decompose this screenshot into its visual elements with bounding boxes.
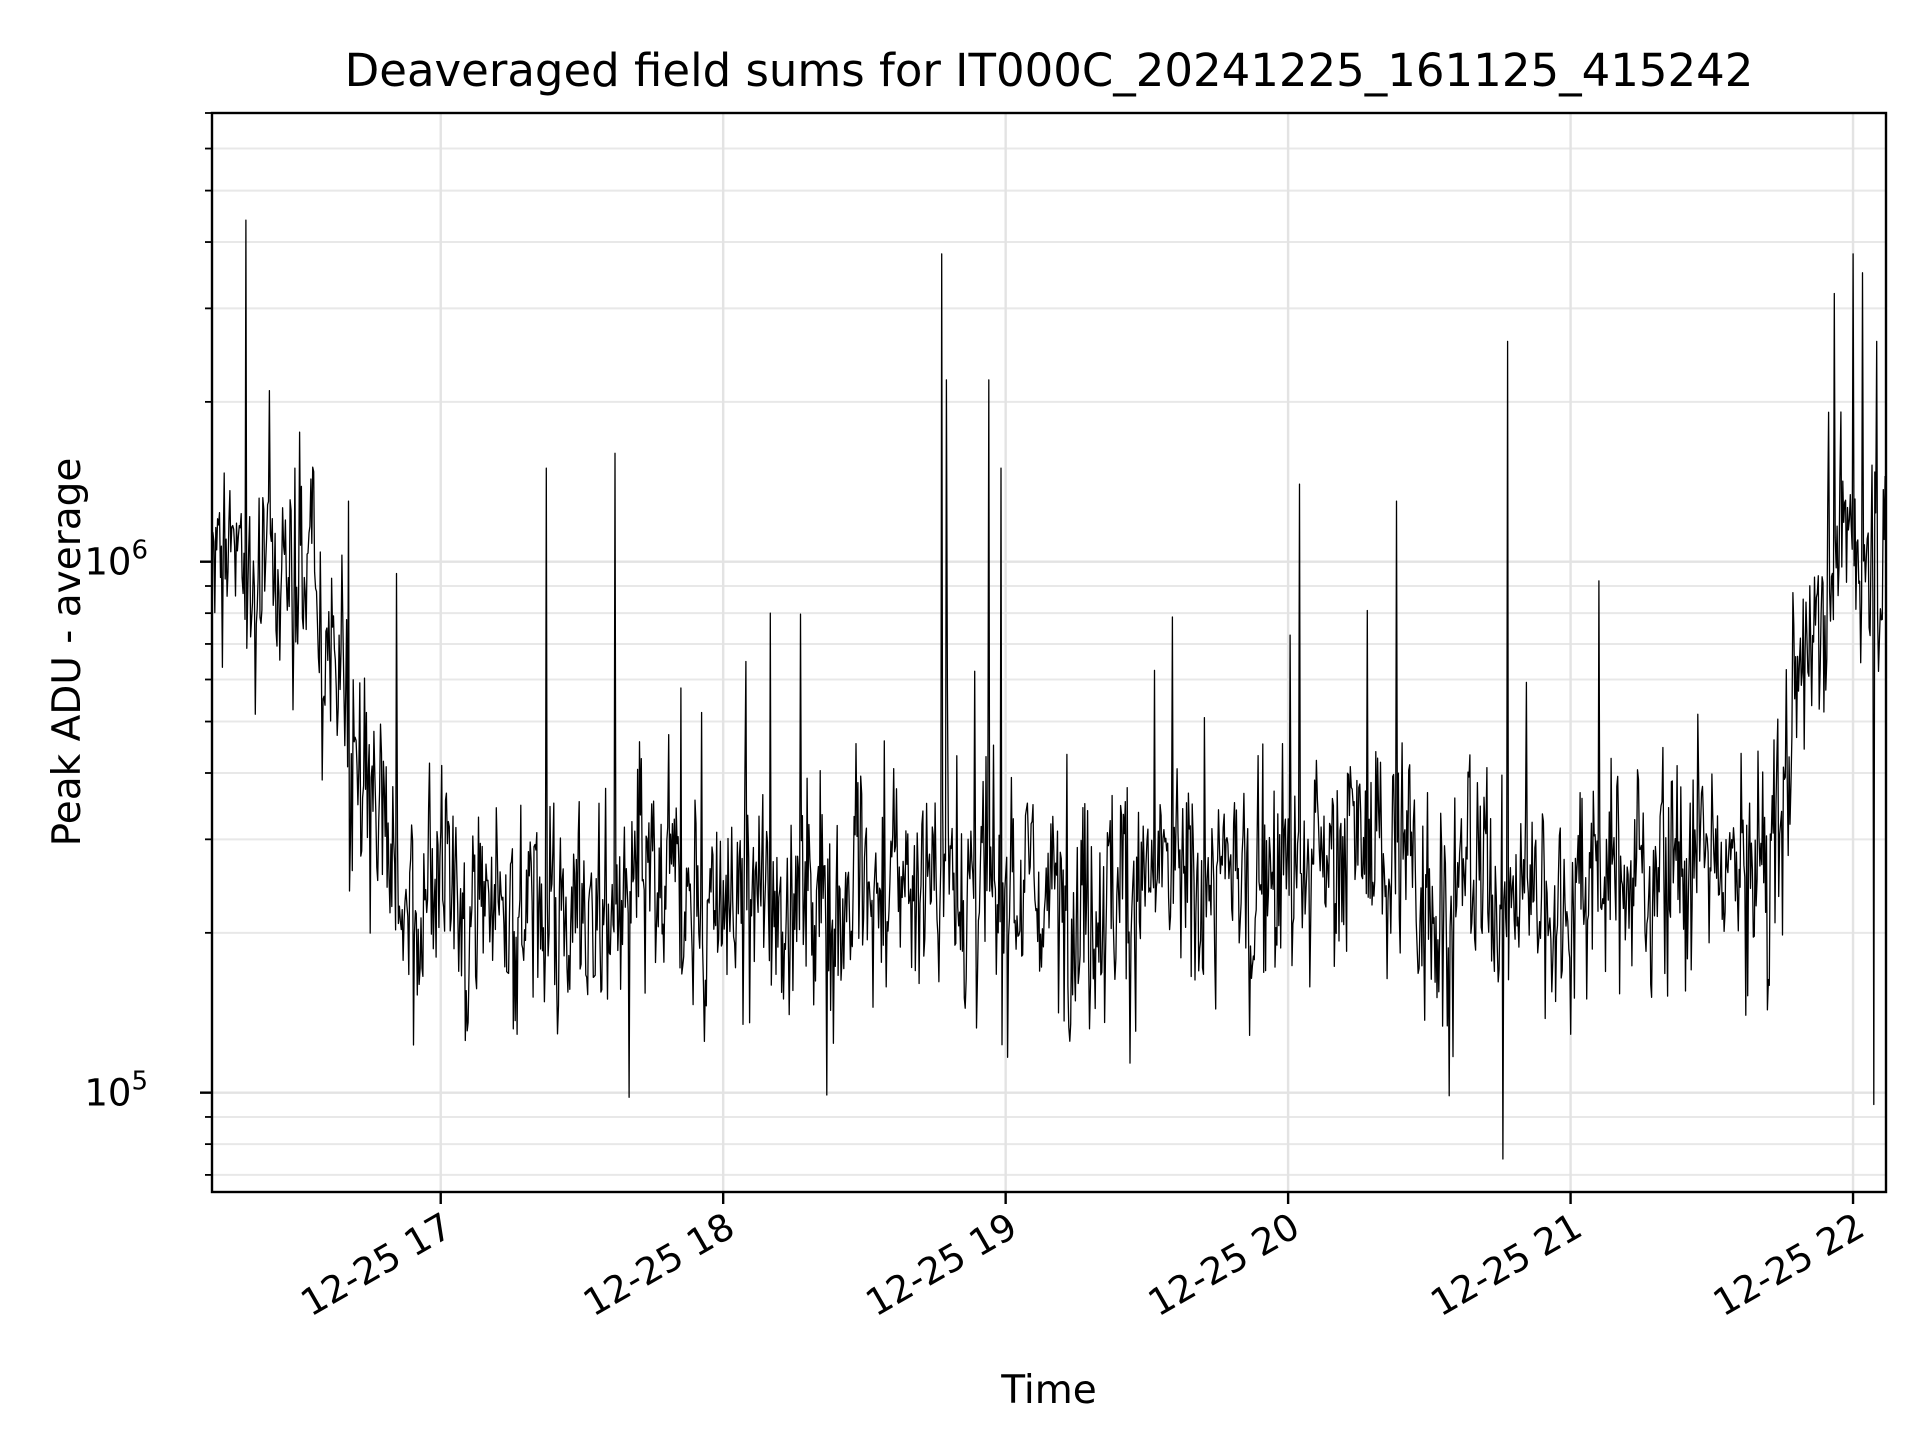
plot-frame [210, 111, 1888, 1194]
y-axis-label: Peak ADU - average [45, 458, 90, 847]
grid [212, 112, 1886, 1192]
chart-title: Deaveraged field sums for IT000C_2024122… [345, 44, 1754, 97]
x-axis-label: Time [1000, 1368, 1096, 1413]
series-line [211, 219, 1886, 1160]
